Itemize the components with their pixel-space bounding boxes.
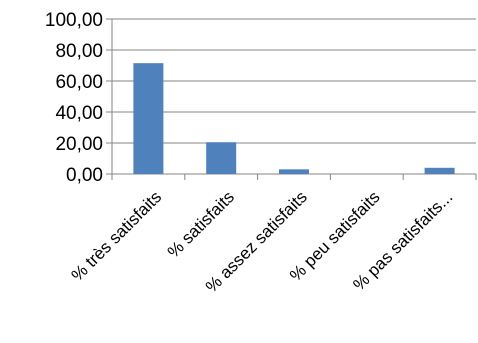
- gridlines: [112, 18, 476, 144]
- x-category-label: % satisfaits: [164, 187, 238, 261]
- bars: [133, 63, 455, 174]
- bar: [424, 167, 455, 174]
- x-axis: [111, 173, 477, 180]
- y-tick-label: 80,00: [55, 41, 103, 62]
- x-category-label: % très satisfaits: [68, 187, 166, 285]
- y-tick-label: 0,00: [66, 165, 103, 186]
- y-axis: 0,00 20,00 40,00 60,00 80,00 100,00: [45, 10, 113, 186]
- y-tick-label: 100,00: [45, 10, 103, 31]
- y-tick-label: 40,00: [55, 103, 103, 124]
- bar: [133, 63, 164, 174]
- y-tick-label: 20,00: [55, 134, 103, 155]
- category-labels: % très satisfaits% satisfaits% assez sat…: [68, 187, 457, 296]
- y-tick-label: 60,00: [55, 72, 103, 93]
- bar: [279, 169, 309, 174]
- bar: [206, 142, 237, 174]
